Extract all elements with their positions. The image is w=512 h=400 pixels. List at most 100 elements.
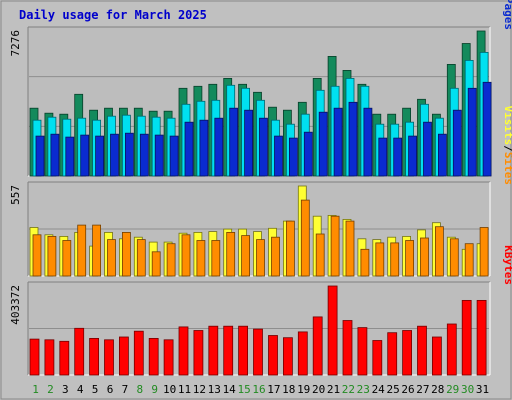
bar-pages-day-3	[65, 136, 75, 177]
xtick-label-5: 5	[92, 383, 99, 396]
bar-pages-day-6	[110, 133, 119, 177]
chart-title: Daily usage for March 2025	[19, 8, 207, 22]
bar-pages-day-26	[408, 135, 418, 177]
xtick-label-9: 9	[151, 383, 158, 396]
bar-kbytes-day-2	[44, 339, 55, 376]
bar-kbytes-day-28	[431, 336, 442, 376]
bar-sites-day-1	[32, 234, 42, 277]
bar-sites-day-23	[360, 248, 370, 277]
bar-kbytes-day-18	[282, 337, 293, 376]
legend-visits-sites: Visits/Sites	[502, 106, 512, 186]
legend-entry-kbytes: KBytes	[502, 245, 512, 285]
bar-kbytes-day-21	[327, 285, 338, 376]
bar-kbytes-day-8	[133, 330, 144, 376]
bar-kbytes-day-24	[372, 340, 383, 376]
xtick-label-6: 6	[107, 383, 114, 396]
bar-sites-day-27	[420, 237, 429, 277]
xtick-label-14: 14	[223, 383, 237, 396]
bar-pages-day-11	[184, 121, 194, 177]
bar-kbytes-day-31	[476, 299, 487, 376]
xtick-label-30: 30	[461, 383, 474, 396]
xtick-label-17: 17	[267, 383, 280, 396]
bar-sites-day-9	[151, 251, 161, 277]
bar-pages-day-1	[35, 135, 45, 177]
bar-pages-day-7	[125, 132, 134, 177]
bar-sites-day-10	[166, 243, 176, 277]
xtick-label-28: 28	[431, 383, 444, 396]
bar-pages-day-4	[80, 134, 90, 177]
bar-kbytes-day-12	[193, 330, 204, 376]
xtick-label-29: 29	[446, 383, 459, 396]
legend-entry-pages: Pages	[502, 0, 512, 30]
bar-kbytes-day-25	[387, 332, 398, 376]
bar-pages-day-27	[423, 121, 432, 177]
bar-pages-day-21	[333, 107, 343, 177]
bar-kbytes-day-20	[312, 316, 323, 376]
bar-pages-day-31	[482, 81, 492, 177]
bar-kbytes-day-5	[89, 337, 99, 376]
bar-sites-day-28	[434, 226, 444, 277]
bar-sites-day-25	[390, 242, 400, 277]
bar-sites-day-13	[211, 240, 221, 277]
bar-kbytes-day-26	[402, 330, 413, 376]
xtick-label-31: 31	[476, 383, 489, 396]
bar-pages-day-18	[288, 137, 298, 177]
xtick-label-20: 20	[312, 383, 325, 396]
panel-hits-files-pages: 7276 Hits/Files/Pages	[9, 0, 512, 177]
xtick-label-1: 1	[32, 383, 39, 396]
xtick-label-3: 3	[62, 383, 69, 396]
bar-kbytes-day-16	[253, 328, 263, 376]
ytick-label: 403372	[9, 285, 22, 325]
bar-pages-day-10	[169, 135, 179, 177]
bar-kbytes-day-4	[74, 327, 85, 376]
bar-sites-day-8	[136, 239, 146, 277]
bar-sites-day-14	[226, 231, 236, 277]
bar-kbytes-day-14	[223, 325, 234, 376]
bar-sites-day-11	[181, 234, 191, 277]
bar-kbytes-day-1	[29, 338, 40, 376]
bar-sites-day-7	[122, 231, 131, 277]
bar-pages-day-8	[139, 133, 149, 177]
bar-pages-day-16	[259, 117, 268, 177]
legend-entry-visits: Visits	[502, 106, 512, 146]
bar-pages-day-13	[214, 117, 224, 177]
xtick-label-25: 25	[386, 383, 399, 396]
bar-pages-day-29	[452, 109, 462, 177]
bar-sites-day-31	[479, 227, 489, 277]
xtick-label-16: 16	[252, 383, 265, 396]
bar-kbytes-day-15	[238, 325, 249, 376]
bar-sites-day-12	[196, 240, 206, 277]
bar-sites-day-24	[375, 242, 385, 277]
bar-sites-day-30	[464, 243, 474, 277]
xtick-label-12: 12	[193, 383, 206, 396]
bar-kbytes-day-22	[342, 320, 353, 376]
bar-pages-day-20	[318, 111, 328, 177]
xtick-label-24: 24	[372, 383, 386, 396]
bar-kbytes-day-30	[461, 299, 472, 376]
bar-sites-day-6	[107, 239, 116, 277]
bar-sites-day-21	[330, 215, 340, 277]
xtick-label-23: 23	[357, 383, 370, 396]
bar-kbytes-day-6	[104, 339, 114, 376]
xtick-label-2: 2	[47, 383, 54, 396]
bar-kbytes-day-27	[417, 325, 427, 376]
legend-kbytes: KBytes	[502, 245, 512, 285]
bar-pages-day-2	[50, 133, 60, 177]
xtick-label-27: 27	[416, 383, 429, 396]
bar-pages-day-30	[467, 87, 477, 177]
bar-pages-day-19	[303, 131, 313, 177]
bar-kbytes-day-17	[268, 335, 278, 376]
bar-pages-day-9	[154, 134, 164, 177]
bar-pages-day-23	[363, 107, 373, 177]
bar-sites-day-16	[256, 239, 265, 277]
xtick-label-19: 19	[297, 383, 310, 396]
bar-pages-day-15	[244, 109, 254, 177]
xtick-label-10: 10	[163, 383, 176, 396]
bar-kbytes-day-23	[357, 327, 368, 376]
bar-pages-day-17	[274, 135, 283, 177]
legend-entry-sites: Sites	[502, 152, 512, 185]
xtick-label-22: 22	[342, 383, 355, 396]
xtick-label-21: 21	[327, 383, 340, 396]
